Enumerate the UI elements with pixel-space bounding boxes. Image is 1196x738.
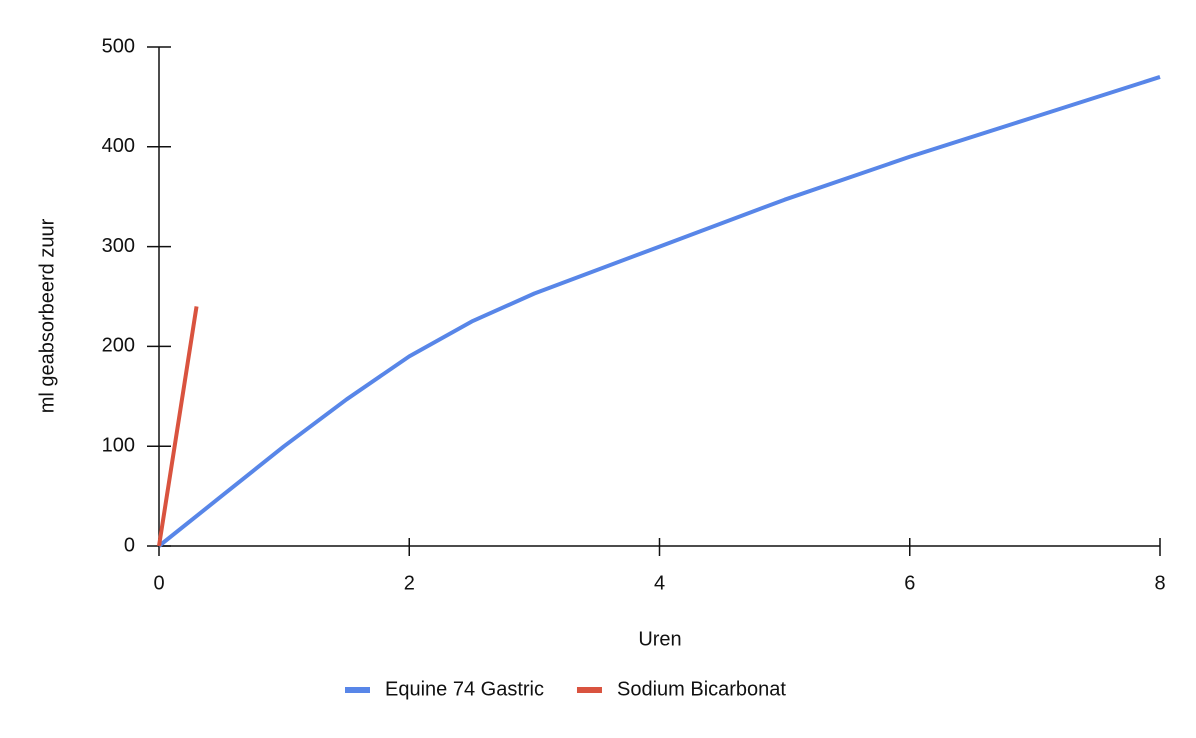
series-line bbox=[157, 75, 1161, 548]
legend-label: Equine 74 Gastric bbox=[385, 678, 544, 700]
x-tick-label: 8 bbox=[1154, 572, 1165, 594]
y-tick-label: 300 bbox=[102, 235, 135, 257]
y-tick-label: 400 bbox=[102, 135, 135, 157]
x-axis-title: Uren bbox=[638, 628, 681, 650]
y-tick-label: 500 bbox=[102, 35, 135, 57]
x-tick-label: 0 bbox=[153, 572, 164, 594]
y-axis-title: ml geabsorbeerd zuur bbox=[36, 218, 58, 413]
x-tick-label: 2 bbox=[404, 572, 415, 594]
y-tick-label: 0 bbox=[124, 534, 135, 556]
series-line bbox=[157, 306, 199, 547]
x-tick-label: 4 bbox=[654, 572, 665, 594]
y-tick-label: 100 bbox=[102, 434, 135, 456]
legend-label: Sodium Bicarbonat bbox=[617, 678, 786, 700]
y-tick-label: 200 bbox=[102, 335, 135, 357]
x-tick-label: 6 bbox=[904, 572, 915, 594]
